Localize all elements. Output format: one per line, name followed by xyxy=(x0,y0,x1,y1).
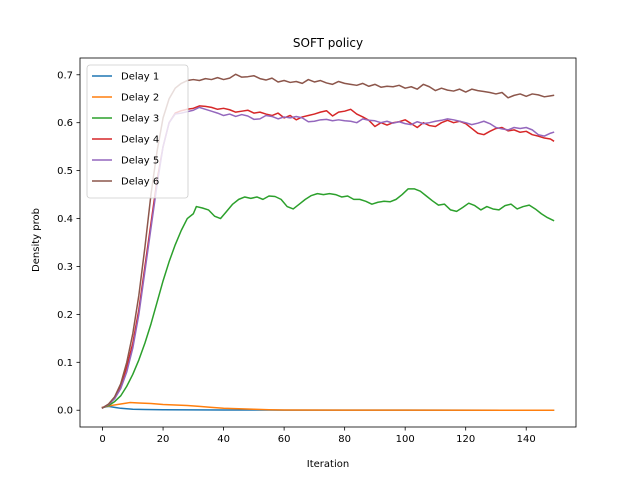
x-tick-label: 140 xyxy=(517,434,536,445)
y-tick-label: 0.5 xyxy=(57,166,73,177)
legend-label-delay-6: Delay 6 xyxy=(121,177,159,188)
plot-frame xyxy=(79,57,577,428)
x-tick-label: 80 xyxy=(338,434,351,445)
y-tick-label: 0.1 xyxy=(57,358,73,369)
series-line-delay-3 xyxy=(101,188,555,409)
legend-label-delay-3: Delay 3 xyxy=(121,114,159,125)
y-tick-label: 0.4 xyxy=(57,214,73,225)
legend-label-delay-5: Delay 5 xyxy=(121,156,159,167)
x-axis-label: Iteration xyxy=(307,459,349,470)
legend-label-delay-4: Delay 4 xyxy=(121,135,159,146)
legend-box xyxy=(86,64,189,199)
chart-title: SOFT policy xyxy=(293,36,363,50)
series-line-delay-2 xyxy=(101,401,555,411)
x-tick-label: 60 xyxy=(278,434,291,445)
y-tick-label: 0.2 xyxy=(57,310,73,321)
y-tick-label: 0.6 xyxy=(57,118,73,129)
y-tick-label: 0.3 xyxy=(57,262,73,273)
x-tick-label: 20 xyxy=(157,434,170,445)
x-tick-label: 120 xyxy=(456,434,475,445)
legend-label-delay-2: Delay 2 xyxy=(121,93,159,104)
y-axis: 0.0 0.1 0.2 0.3 0.4 0.5 0.6 0.7 xyxy=(57,70,80,417)
x-tick-label: 100 xyxy=(396,434,415,445)
y-tick-label: 0.7 xyxy=(57,70,73,81)
legend-label-delay-1: Delay 1 xyxy=(121,72,159,83)
legend: Delay 1 Delay 2 Delay 3 Delay 4 Delay 5 Delay… xyxy=(86,64,189,199)
y-axis-label: Density prob xyxy=(31,208,42,272)
x-axis: 0 20 40 60 80 100 120 140 xyxy=(99,427,536,445)
y-tick-label: 0.0 xyxy=(57,406,73,417)
x-tick-label: 40 xyxy=(217,434,230,445)
x-tick-label: 0 xyxy=(99,434,105,445)
